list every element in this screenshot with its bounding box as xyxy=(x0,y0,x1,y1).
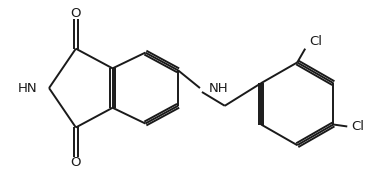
Text: NH: NH xyxy=(209,82,228,95)
Text: Cl: Cl xyxy=(351,120,364,133)
Text: O: O xyxy=(70,7,81,20)
Text: Cl: Cl xyxy=(309,35,322,48)
Text: O: O xyxy=(70,156,81,169)
Text: HN: HN xyxy=(17,82,37,95)
